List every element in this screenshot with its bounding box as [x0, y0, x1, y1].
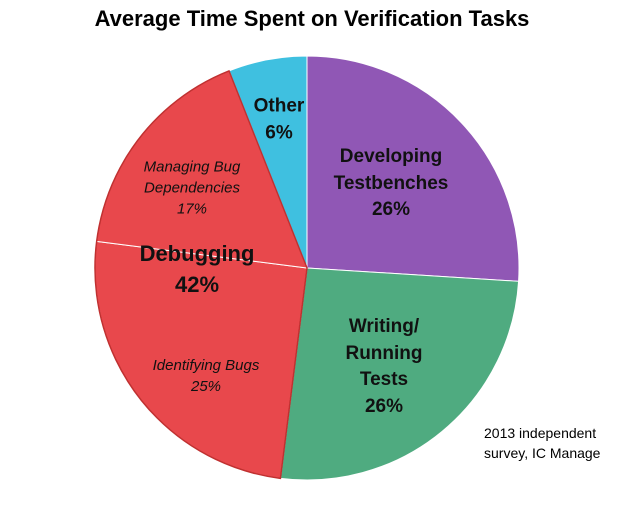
value-label: 6% [265, 122, 293, 143]
slice-label: Identifying Bugs 25% [151, 355, 261, 397]
group-value-label: 42% [174, 272, 220, 297]
slice-label: Other 6% [244, 93, 314, 146]
value-label: 17% [176, 200, 208, 218]
category-name: Identifying Bugs [152, 357, 260, 374]
group-label: Debugging 42% [127, 239, 267, 301]
group-outline [94, 69, 308, 480]
pie-slice [279, 267, 520, 481]
value-label: 26% [364, 395, 404, 417]
value-label: 26% [371, 199, 411, 221]
slice-label: Developing Testbenches 26% [311, 144, 471, 224]
group-name: Debugging [139, 241, 255, 267]
chart-title: Average Time Spent on Verification Tasks [94, 6, 530, 31]
category-name: Other [253, 95, 305, 117]
value-label: 25% [190, 378, 222, 395]
category-name: Managing Bug Dependencies [143, 158, 241, 197]
source-note: 2013 independent survey, IC Manage [484, 425, 601, 461]
slice-label: Writing/ Running Tests 26% [334, 314, 434, 420]
slice-label: Managing Bug Dependencies 17% [117, 157, 267, 220]
pie-slice [306, 55, 520, 282]
category-name: Developing Testbenches [333, 146, 449, 194]
category-name: Writing/ Running Tests [345, 315, 423, 390]
